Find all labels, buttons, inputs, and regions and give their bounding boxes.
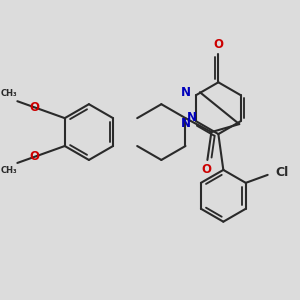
Text: CH₃: CH₃	[1, 167, 18, 176]
Text: N: N	[187, 111, 196, 124]
Text: CH₃: CH₃	[1, 89, 18, 98]
Text: Cl: Cl	[275, 167, 288, 179]
Text: O: O	[213, 38, 224, 51]
Text: N: N	[181, 117, 191, 130]
Text: O: O	[29, 101, 39, 114]
Text: O: O	[29, 151, 39, 164]
Text: O: O	[201, 164, 212, 176]
Text: N: N	[181, 86, 191, 99]
